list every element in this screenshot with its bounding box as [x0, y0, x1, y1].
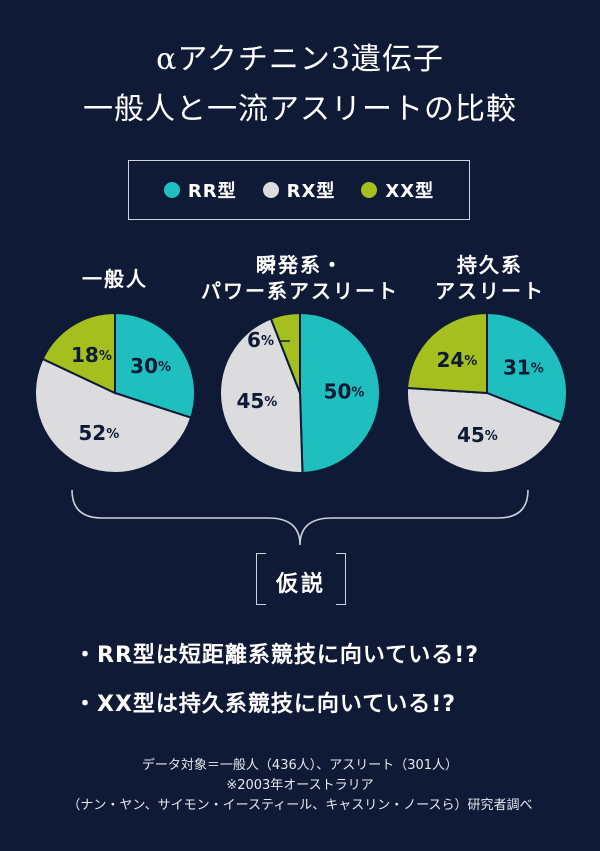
pie-general-label-rr: 30%: [130, 354, 171, 378]
group-label-sprint: 瞬発系・ パワー系アスリート: [190, 252, 410, 304]
pie-sprint-slice-rr: [299, 311, 381, 474]
hypothesis-label: 仮説: [275, 572, 326, 597]
group-label-sprint-line2: パワー系アスリート: [201, 279, 399, 303]
legend-item-rx: RX型: [262, 177, 336, 203]
group-label-endurance: 持久系 アスリート: [425, 252, 555, 304]
legend-item-rr: RR型: [163, 177, 237, 203]
legend-dot-rx: [262, 182, 279, 198]
note-year: ※2003年オーストラリア: [226, 778, 374, 793]
pie-endurance-label-rr: 31%: [503, 355, 544, 379]
pie-sprint-label-xx: 6%: [247, 328, 274, 352]
legend-dot-xx: [361, 182, 378, 198]
group-label-general: 一般人: [55, 266, 175, 292]
pie-general-slice-xx: [41, 311, 116, 395]
pie-general-slice-rr: [114, 311, 196, 419]
pie-general-label-rx: 52%: [78, 420, 119, 444]
pie-endurance-slice-rr: [486, 311, 568, 424]
note-data-target: データ対象＝一般人（436人）、アスリート（301人）: [141, 758, 459, 773]
pie-endurance-label-rx: 45%: [457, 422, 498, 446]
group-label-general-line1: 一般人: [82, 267, 148, 291]
title-line-2: 一般人と一流アスリートの比較: [83, 92, 517, 127]
grouping-brace: [71, 489, 529, 546]
group-label-endurance-line2: アスリート: [435, 279, 545, 303]
legend-dot-rr: [163, 182, 180, 198]
pie-general-label-xx: 18%: [71, 342, 112, 366]
pie-sprint-label-rx: 45%: [236, 388, 277, 412]
legend-label-rx: RX型: [286, 181, 336, 202]
pie-sprint-slice-rx: [219, 317, 304, 474]
pie-general-slice-rx: [34, 357, 193, 474]
group-label-sprint-line1: 瞬発系・: [256, 253, 344, 277]
pie-charts: 30% 52% 18% 50% 45% 6% 31% 45% 24%: [34, 311, 568, 546]
bracket-left: [256, 553, 266, 605]
note-researchers: （ナン・ヤン、サイモン・イースティール、キャスリン・ノースら）研究者調べ: [67, 798, 533, 813]
pie-sprint-slice-xx: [269, 311, 301, 394]
hypothesis-xx: ・XX型は持久系競技に向いている!?: [74, 692, 457, 717]
legend-item-xx: XX型: [361, 177, 434, 203]
pie-endurance-slice-xx: [406, 311, 488, 395]
bracket-right: [336, 553, 346, 605]
title-line-1: αアクチニン3遺伝子: [156, 42, 444, 77]
legend-label-rr: RR型: [187, 181, 237, 202]
pie-endurance-slice-rx: [406, 386, 563, 474]
hypothesis-box: 仮説: [256, 553, 346, 605]
pie-sprint-label-rr: 50%: [324, 379, 365, 403]
pie-endurance-label-xx: 24%: [436, 347, 477, 371]
group-label-endurance-line1: 持久系: [457, 253, 523, 277]
hypothesis-rr: ・RR型は短距離系競技に向いている!?: [74, 643, 480, 668]
legend: RR型 RX型 XX型: [128, 160, 470, 220]
legend-label-xx: XX型: [385, 181, 435, 202]
